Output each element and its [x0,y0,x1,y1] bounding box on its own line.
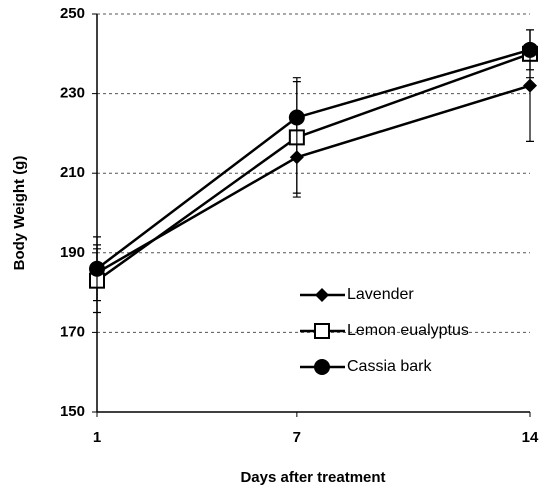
x-axis-title: Days after treatment [240,469,385,486]
y-tick-label: 150 [60,403,85,420]
x-tick-label: 7 [293,429,301,446]
marker [523,78,537,93]
series-line [96,52,531,282]
marker [89,260,105,277]
marker [314,323,330,339]
marker [522,41,538,58]
y-tick-label: 230 [60,85,85,102]
marker [288,109,305,126]
y-tick-label: 190 [60,244,85,261]
legend-label: Lemon eualyptus [347,322,469,339]
y-tick-label: 170 [60,323,85,340]
y-tick-label: 210 [60,164,85,181]
x-tick-label: 1 [93,429,101,446]
legend-label: Cassia bark [347,358,432,375]
x-tick-label: 14 [522,429,539,446]
marker [315,288,329,302]
y-tick-label: 250 [60,5,85,22]
legend-label: Lavender [347,286,414,303]
y-axis-title: Body Weight (g) [11,156,28,271]
marker [314,359,330,375]
